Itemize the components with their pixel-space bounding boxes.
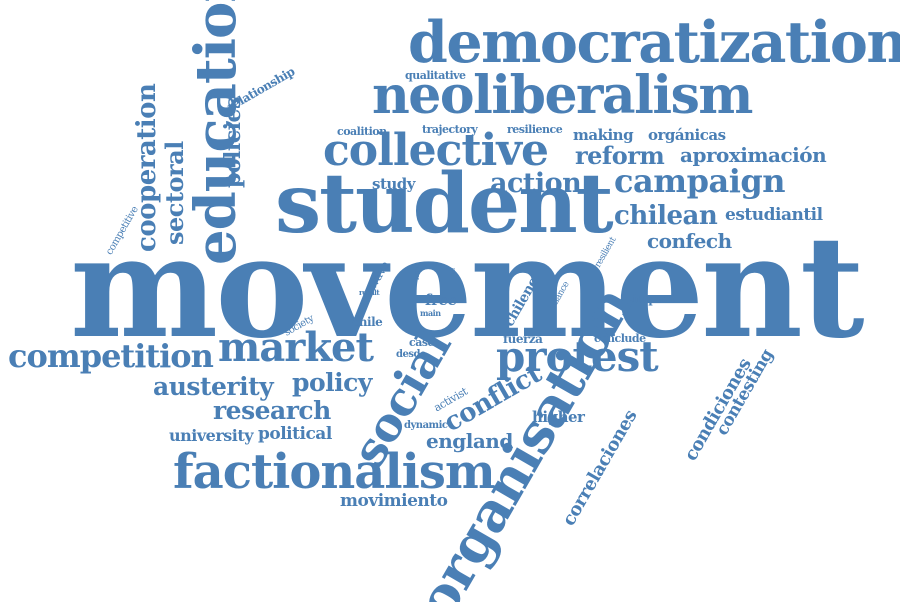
word-result: result	[359, 288, 380, 297]
word-dynamic: dynamic	[404, 420, 448, 431]
word-action: action	[490, 168, 582, 199]
word-research: research	[213, 396, 331, 425]
word-student: student	[275, 156, 614, 252]
word-protest: protest	[496, 332, 659, 381]
word-democratization: democratization	[408, 9, 900, 76]
word-fee: fee	[450, 268, 457, 276]
word-qualitative: qualitative	[405, 69, 466, 82]
word-trajectory: trajectory	[422, 123, 478, 136]
word-factionalism: factionalism	[173, 444, 496, 500]
word-neoliberalism: neoliberalism	[372, 65, 753, 126]
word-main: main	[420, 308, 441, 318]
word-impact: impact	[632, 292, 676, 306]
word-reform: reform	[575, 141, 665, 170]
word-campaign: campaign	[614, 162, 785, 200]
word-fuerza: fuerza	[503, 332, 543, 346]
word-market: market	[218, 324, 374, 371]
word-higher: higher	[532, 408, 585, 426]
word-study: study	[372, 175, 415, 193]
word-conclude: conclude	[594, 332, 646, 345]
word-england: england	[426, 429, 513, 453]
word-chilean: chilean	[614, 201, 718, 231]
word-confech: confech	[647, 229, 732, 253]
word-cooperation: cooperation	[132, 83, 162, 252]
word-desde: desde	[396, 349, 426, 360]
word-aproximacion: aproximación	[680, 143, 827, 167]
word-coalition: coalition	[337, 125, 387, 138]
word-loan: loan	[413, 266, 421, 280]
word-making: making	[573, 126, 634, 144]
word-estudiantil: estudiantil	[725, 205, 823, 225]
word-resilience: resilience	[507, 123, 563, 136]
word-movimiento: movimiento	[340, 491, 448, 511]
word-free: free	[425, 291, 457, 309]
word-chile: chile	[352, 315, 383, 329]
word-austerity: austerity	[153, 372, 274, 401]
word-university: university	[169, 426, 254, 445]
word-case: case	[409, 336, 435, 349]
word-collective: collective	[323, 125, 549, 176]
word-competition: competition	[8, 337, 214, 375]
word-sectoral: sectoral	[160, 141, 189, 245]
word-organicas: orgánicas	[648, 126, 726, 144]
word-policy: policy	[292, 368, 372, 397]
word-movement: movement	[70, 206, 865, 370]
word-political: political	[258, 424, 332, 444]
